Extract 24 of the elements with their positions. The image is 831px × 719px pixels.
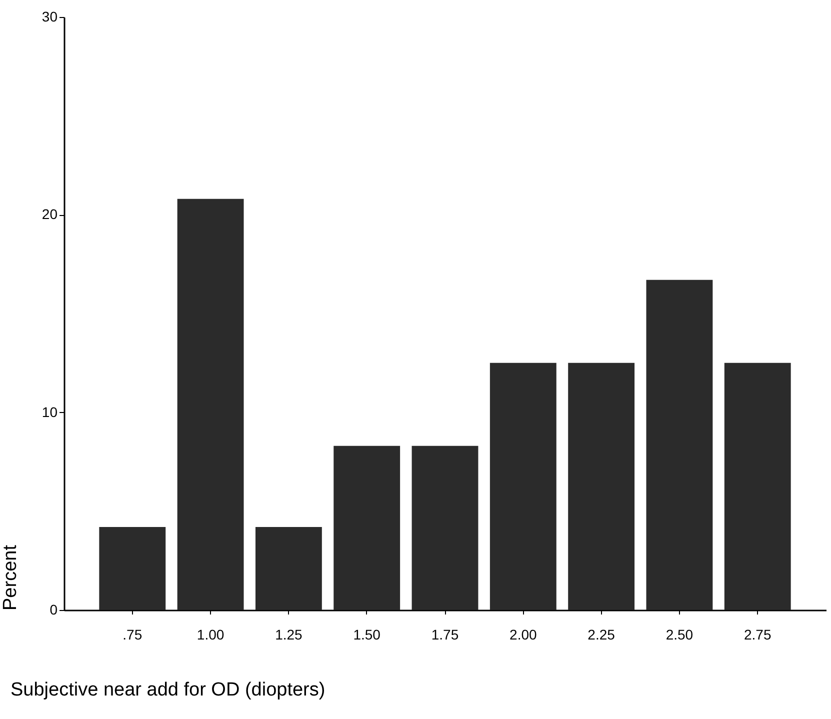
bar <box>99 526 166 610</box>
bar <box>646 280 713 610</box>
x-tick-label: 1.25 <box>275 626 303 642</box>
bar <box>724 362 791 610</box>
y-axis-title: Percent <box>0 544 21 610</box>
x-tick-label: 1.00 <box>196 626 224 642</box>
bar <box>568 362 635 610</box>
bar <box>490 362 556 610</box>
x-tick-label: .75 <box>122 626 142 642</box>
x-tick-label: 2.25 <box>588 626 616 642</box>
y-tick-label: 30 <box>42 8 58 24</box>
x-tick-label: 1.75 <box>431 626 459 642</box>
x-tick-label: 2.50 <box>666 626 694 642</box>
y-tick-label: 20 <box>42 206 58 222</box>
bar <box>334 446 400 610</box>
x-tick-label: 2.75 <box>744 626 772 642</box>
bar <box>177 198 244 610</box>
bar <box>255 526 322 610</box>
x-axis-title: Subjective near add for OD (diopters) <box>10 680 326 700</box>
y-tick-label: 0 <box>50 602 58 618</box>
x-tick-label: 2.00 <box>510 626 537 642</box>
bar <box>412 446 478 610</box>
y-tick-label: 10 <box>42 404 58 420</box>
x-tick-label: 1.50 <box>353 626 381 642</box>
